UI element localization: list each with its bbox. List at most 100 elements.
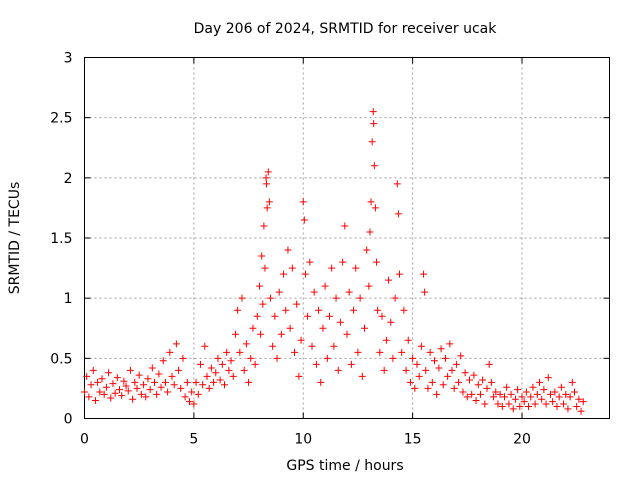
data-point	[188, 388, 196, 396]
data-point	[380, 366, 388, 374]
data-point	[431, 357, 438, 365]
data-point	[306, 258, 314, 266]
data-point	[439, 381, 447, 389]
data-point	[261, 264, 269, 272]
data-point	[142, 393, 150, 401]
data-point	[190, 400, 198, 408]
data-point	[120, 377, 128, 385]
data-point	[367, 198, 375, 206]
data-point	[321, 282, 329, 290]
data-point	[498, 402, 506, 410]
data-point	[251, 360, 259, 368]
data-point	[409, 354, 417, 362]
data-point	[122, 382, 130, 390]
data-point	[422, 366, 430, 374]
data-point	[476, 390, 484, 398]
data-point	[234, 306, 242, 314]
data-point	[199, 381, 207, 389]
data-point	[304, 312, 312, 320]
data-point	[271, 312, 279, 320]
data-point	[577, 407, 585, 415]
data-point	[371, 204, 379, 212]
data-point	[159, 357, 167, 365]
data-point	[183, 378, 191, 386]
data-point	[382, 336, 390, 344]
data-point	[490, 393, 498, 401]
data-point	[509, 405, 517, 413]
data-point	[301, 270, 309, 278]
data-point	[459, 388, 467, 396]
data-point	[168, 372, 176, 380]
y-tick-label: 0	[64, 412, 73, 428]
data-point	[299, 198, 307, 206]
data-point	[257, 330, 265, 338]
data-point	[212, 369, 220, 377]
data-point	[529, 383, 537, 391]
data-point	[461, 369, 469, 377]
data-point	[424, 384, 432, 392]
data-point	[406, 378, 414, 386]
data-point	[131, 378, 139, 386]
data-point	[538, 395, 546, 403]
data-point	[129, 395, 137, 403]
data-point	[328, 264, 336, 272]
data-point	[369, 108, 377, 116]
data-point	[354, 348, 362, 356]
data-point	[505, 400, 513, 408]
data-point	[411, 384, 419, 392]
data-point	[402, 366, 410, 374]
data-point	[207, 364, 215, 372]
data-point	[468, 390, 476, 398]
data-point	[124, 387, 132, 395]
data-point	[503, 383, 511, 391]
data-point	[297, 336, 305, 344]
data-point	[404, 336, 412, 344]
y-tick-label: 0.5	[50, 351, 72, 367]
data-point	[378, 312, 386, 320]
data-point	[263, 204, 271, 212]
data-point	[356, 294, 364, 302]
data-point	[151, 378, 158, 386]
data-point	[551, 388, 559, 396]
x-tick-label: 15	[404, 432, 422, 448]
data-points	[81, 108, 587, 415]
data-point	[256, 282, 263, 290]
x-tick-label: 5	[189, 432, 198, 448]
data-point	[396, 270, 403, 278]
data-point	[116, 386, 123, 394]
data-point	[575, 395, 583, 403]
data-point	[146, 386, 154, 394]
x-tick-label: 0	[80, 432, 89, 448]
data-point	[366, 228, 374, 236]
y-tick-label: 1.5	[50, 231, 72, 247]
data-point	[229, 372, 237, 380]
data-point	[312, 360, 320, 368]
data-point	[144, 375, 152, 383]
data-point	[240, 366, 248, 374]
data-point	[236, 348, 244, 356]
data-point	[315, 306, 323, 314]
data-point	[507, 390, 515, 398]
grid-lines	[84, 57, 610, 419]
data-point	[319, 324, 327, 332]
data-point	[223, 348, 231, 356]
data-point	[481, 400, 489, 408]
data-point	[231, 330, 239, 338]
data-point	[485, 360, 493, 368]
data-point	[452, 360, 460, 368]
x-axis-label: GPS time / hours	[286, 458, 403, 474]
data-point	[203, 372, 211, 380]
data-point	[437, 345, 445, 353]
data-point	[273, 354, 281, 362]
data-point	[85, 393, 93, 401]
data-point	[361, 324, 368, 332]
data-point	[571, 388, 578, 396]
data-point	[433, 390, 441, 398]
data-point	[492, 388, 500, 396]
data-point	[170, 381, 178, 389]
data-point	[400, 306, 408, 314]
data-point	[557, 383, 565, 391]
data-point	[293, 300, 301, 308]
data-point	[94, 378, 102, 386]
data-point	[483, 384, 491, 392]
